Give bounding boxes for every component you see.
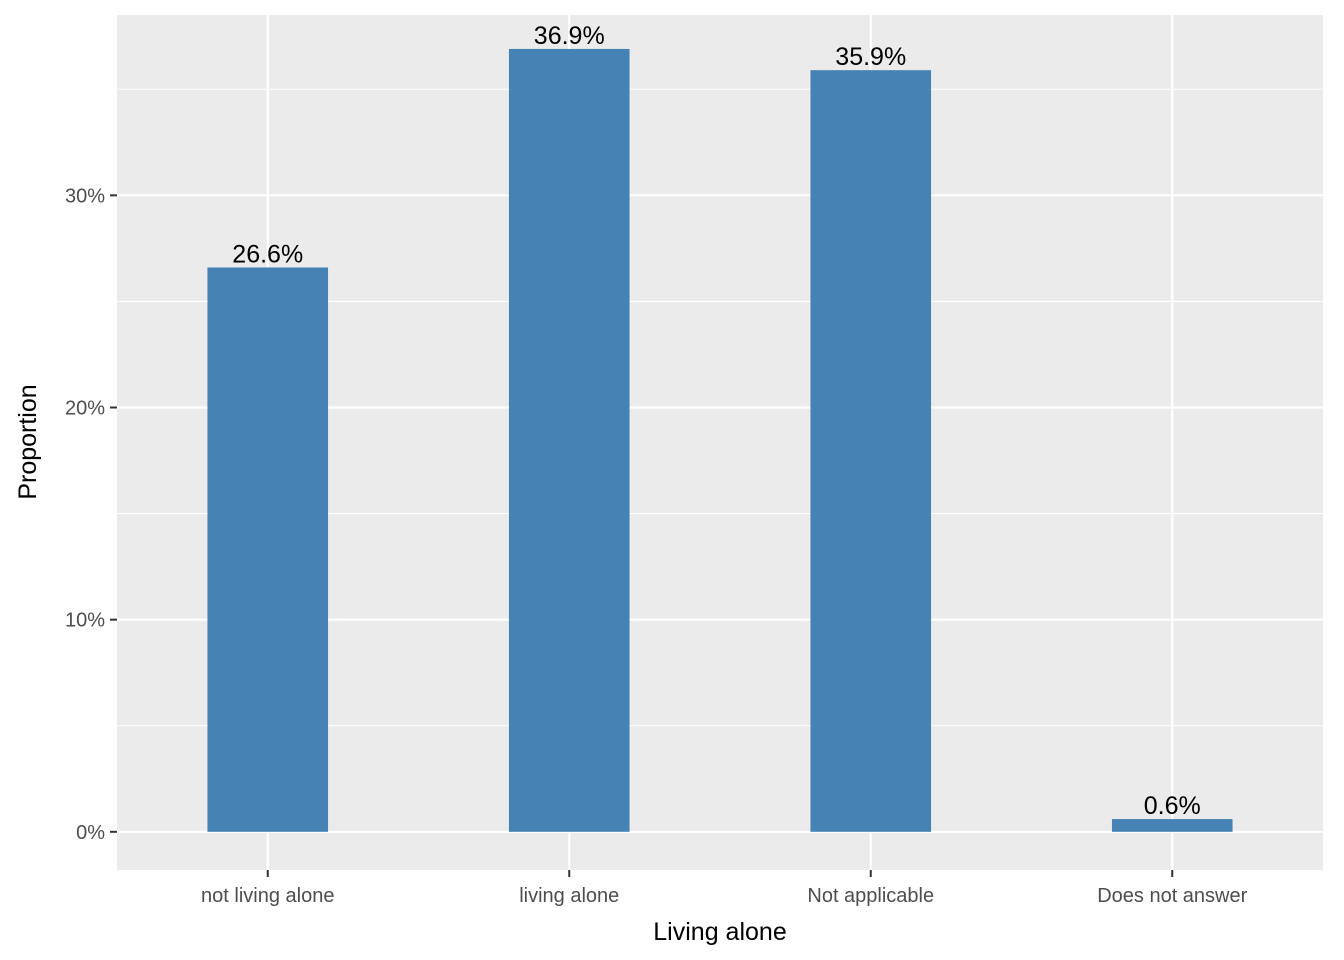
y-tick-label: 0% [76,822,105,844]
y-tick-label: 30% [65,185,105,207]
bar-value-label: 0.6% [1144,792,1201,820]
x-tick-label: not living alone [201,885,334,907]
bar-value-label: 35.9% [835,43,906,71]
x-axis-title: Living alone [653,918,786,946]
bar [1111,819,1233,832]
bar [508,48,630,832]
x-tick-label: Not applicable [807,885,934,907]
y-tick-label: 10% [65,610,105,632]
bar-value-label: 36.9% [534,22,605,50]
y-axis-title: Proportion [14,384,42,499]
bars [207,48,1233,832]
x-axis: not living alone living alone Not applicab… [201,870,1248,907]
bar [810,70,932,832]
bar-value-label: 26.6% [232,240,303,268]
data-labels: 26.6% 36.9% 35.9% 0.6% [232,22,1200,820]
x-tick-label: living alone [519,885,619,907]
y-tick-label: 20% [65,397,105,419]
x-tick-label: Does not answer [1097,885,1247,907]
bar [207,267,329,832]
y-axis: 0% 10% 20% 30% [65,185,117,844]
